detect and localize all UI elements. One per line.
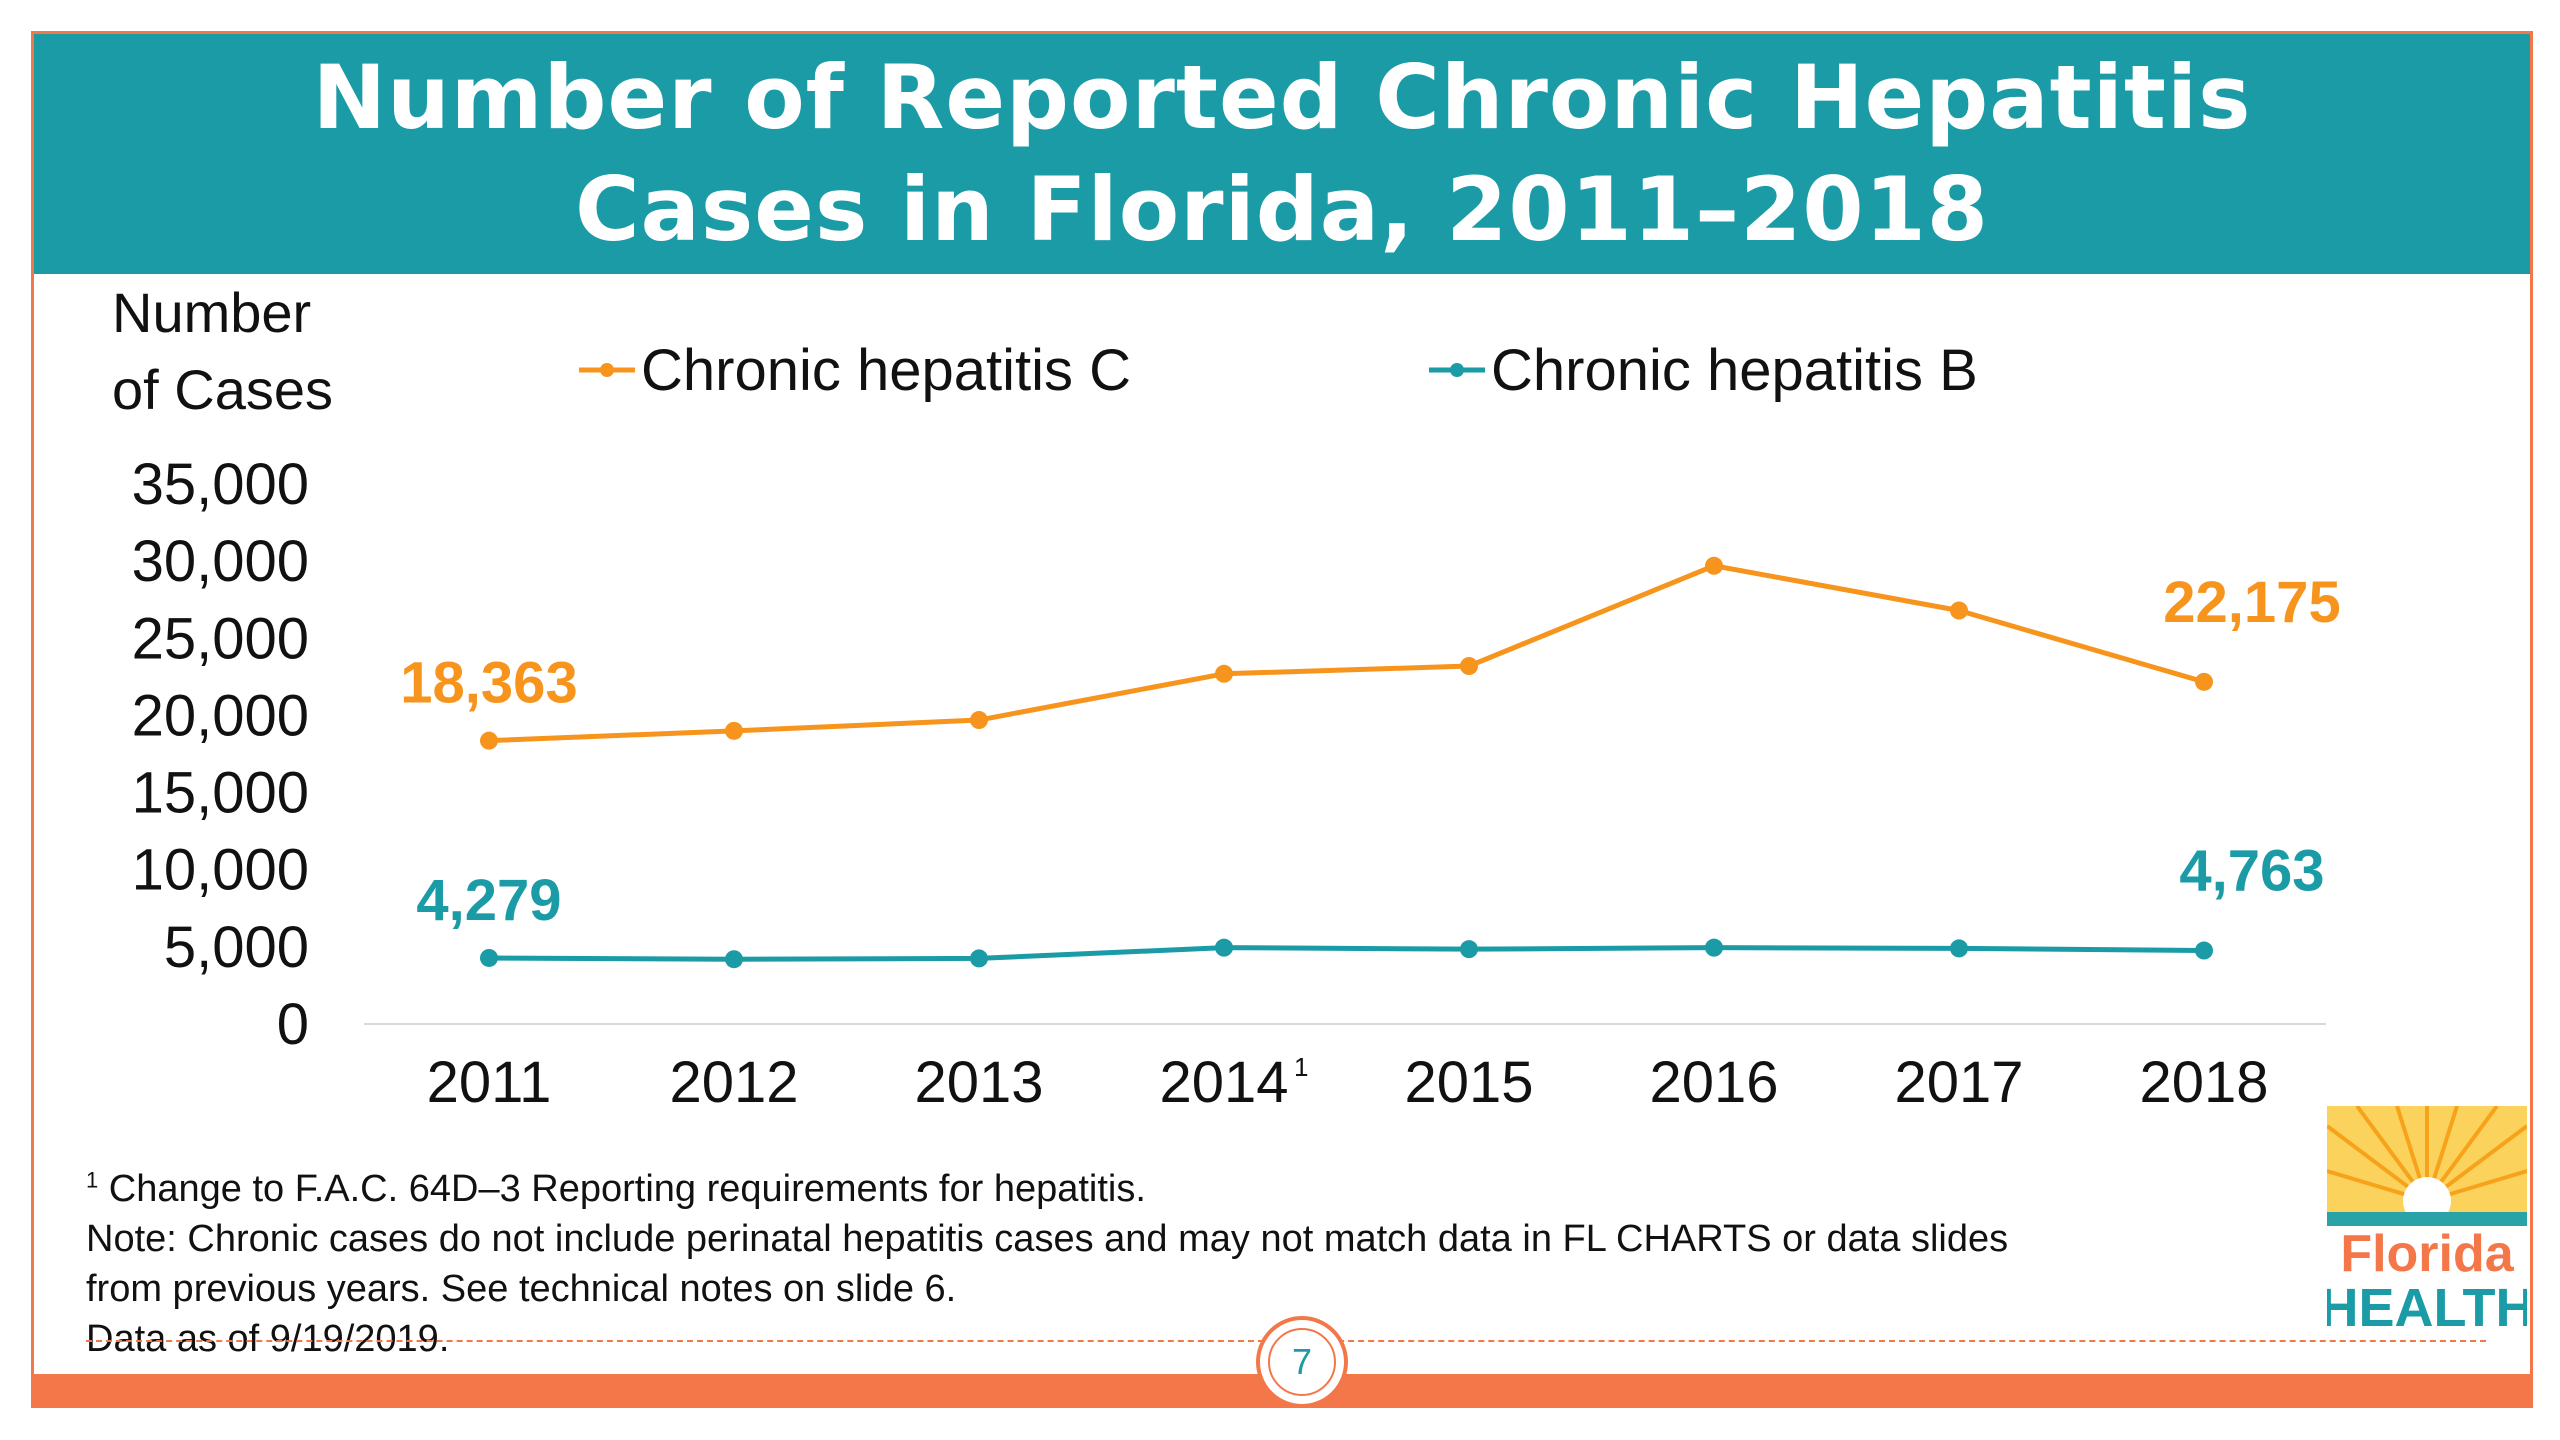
y-tick-label: 25,000 [132,606,309,671]
logo-text-health: HEALTH [2327,1278,2527,1336]
x-tick-superscript: 1 [1294,1052,1308,1082]
y-axis-label: Number [112,281,311,344]
series-line [488,563,2205,744]
data-point [480,948,498,967]
note-line-1: Note: Chronic cases do not include perin… [86,1218,2009,1260]
series-line [488,945,2205,962]
footnote-marker: 1 [86,1167,99,1193]
logo-water [2327,1212,2527,1226]
x-tick-label: 2015 [1404,1050,1533,1115]
data-point [2195,672,2213,691]
y-axis-label: of Cases [112,358,333,421]
data-point [1950,601,1968,620]
data-label-last: 4,763 [2179,839,2324,904]
data-point [1215,938,1233,957]
legend-marker [600,363,614,377]
data-label-last: 22,175 [2163,570,2340,635]
page-number: 7 [1268,1328,1336,1396]
legend-label: Chronic hepatitis C [641,338,1131,403]
y-tick-label: 20,000 [132,683,309,748]
data-as-of: Data as of 9/19/2019. [86,1318,450,1360]
page-number-badge: 7 [1256,1316,1348,1408]
legend-marker [1450,363,1464,377]
line-chart: Number of Cases 0 5,000 10,000 15,000 20,000 25… [112,281,2341,1115]
x-tick-label: 2014 [1159,1050,1288,1115]
y-tick-label: 5,000 [164,915,309,980]
y-tick-label: 35,000 [132,452,309,517]
note-line-2: from previous years. See technical notes… [86,1268,957,1310]
y-tick-label: 0 [277,992,309,1057]
x-tick-label: 2017 [1894,1050,2023,1115]
x-tick-label: 2016 [1649,1050,1778,1115]
data-point [1705,938,1723,957]
data-point [1460,657,1478,676]
data-label-first: 18,363 [400,651,577,716]
data-point [1215,664,1233,683]
x-tick-label: 2013 [914,1050,1043,1115]
data-point [970,949,988,968]
footnote-1-text: Change to F.A.C. 64D–3 Reporting require… [98,1168,1146,1210]
data-point [1950,939,1968,958]
data-point [480,731,498,750]
footnotes: 1 Change to F.A.C. 64D–3 Reporting requi… [86,1164,2286,1364]
y-tick-label: 30,000 [132,529,309,594]
y-tick-label: 10,000 [132,838,309,903]
data-point [725,721,743,740]
slide: Number of Reported Chronic Hepatitis Cas… [31,31,2533,1408]
logo-text-florida: Florida [2340,1225,2514,1283]
legend-label: Chronic hepatitis B [1491,338,1978,403]
footnote-1: 1 Change to F.A.C. 64D–3 Reporting requi… [86,1164,2286,1214]
x-tick-label: 2018 [2139,1050,2268,1115]
x-tick-label: 2012 [669,1050,798,1115]
data-point [725,950,743,969]
data-point [1460,940,1478,959]
data-label-first: 4,279 [416,868,561,933]
page-title: Number of Reported Chronic Hepatitis Cas… [312,46,2252,261]
data-point [1705,556,1723,575]
data-point [2195,941,2213,960]
data-point [970,711,988,730]
florida-health-logo: Florida HEALTH [2327,1106,2527,1336]
title-bar: Number of Reported Chronic Hepatitis Cas… [34,34,2530,274]
x-tick-label: 2011 [427,1050,552,1115]
y-tick-label: 15,000 [132,761,309,826]
